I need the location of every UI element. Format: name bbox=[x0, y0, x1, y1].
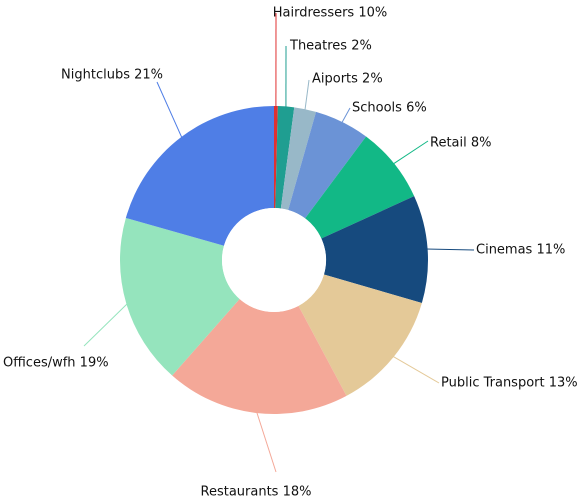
chart-slices bbox=[120, 106, 428, 414]
chart-leader-lines bbox=[83, 12, 475, 473]
slice-label: Offices/wfh 19% bbox=[3, 356, 109, 371]
leader-line bbox=[391, 355, 440, 384]
slice-nightclubs bbox=[125, 106, 274, 246]
leader-line bbox=[83, 302, 129, 347]
slice-label: Restaurants 18% bbox=[201, 485, 312, 498]
slice-label: Aiports 2% bbox=[312, 72, 383, 87]
slice-schools bbox=[288, 111, 367, 219]
slice-label: Public Transport 13% bbox=[441, 376, 578, 391]
leader-line bbox=[340, 107, 351, 124]
slice-public-transport bbox=[298, 274, 422, 396]
slice-offices-wfh bbox=[120, 217, 240, 376]
slice-label: Nightclubs 21% bbox=[61, 68, 163, 83]
slice-label: Hairdressers 10% bbox=[273, 6, 387, 21]
leader-line bbox=[425, 248, 475, 251]
slice-theatres bbox=[275, 106, 295, 209]
donut-hole bbox=[222, 208, 326, 312]
slice-cinemas bbox=[321, 196, 428, 303]
slice-restaurants bbox=[172, 299, 347, 414]
slice-label: Theatres 2% bbox=[289, 39, 372, 54]
slice-label: Schools 6% bbox=[352, 101, 427, 116]
leader-line bbox=[304, 79, 310, 112]
leader-line bbox=[255, 410, 277, 473]
chart-labels: Hairdressers 10% Theatres 2% Aiports 2% Sch… bbox=[3, 6, 578, 498]
slice-label: Cinemas 11% bbox=[476, 243, 565, 258]
leader-line bbox=[156, 81, 183, 139]
slice-label: Retail 8% bbox=[430, 136, 492, 151]
slice-aiports bbox=[280, 107, 317, 210]
leader-line bbox=[392, 140, 429, 166]
slice-retail bbox=[305, 136, 415, 239]
slice-hairdressers bbox=[274, 106, 278, 209]
